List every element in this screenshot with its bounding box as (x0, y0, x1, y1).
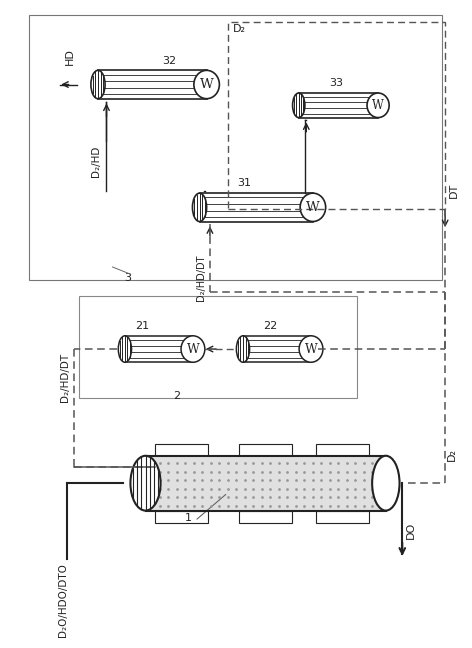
Text: D₂/HD/DT: D₂/HD/DT (60, 353, 70, 402)
Bar (29, 15, 442, 280)
Bar (316, 511, 369, 523)
Text: 3: 3 (124, 273, 131, 283)
Ellipse shape (300, 193, 326, 222)
Bar (299, 93, 378, 117)
Bar (125, 336, 193, 362)
Ellipse shape (236, 336, 250, 362)
Bar (155, 444, 208, 456)
Text: 1: 1 (185, 513, 192, 523)
Bar (243, 336, 311, 362)
Text: 2: 2 (173, 391, 180, 400)
Text: W: W (186, 343, 199, 356)
Ellipse shape (181, 336, 205, 362)
Ellipse shape (372, 456, 399, 511)
Text: DO: DO (406, 522, 416, 539)
Ellipse shape (299, 336, 323, 362)
Text: W: W (304, 343, 317, 356)
Bar (155, 511, 208, 523)
Text: D₂: D₂ (447, 448, 457, 461)
Text: 31: 31 (237, 178, 251, 189)
Ellipse shape (91, 71, 105, 98)
Ellipse shape (193, 193, 207, 222)
Text: W: W (200, 78, 213, 91)
Bar (200, 193, 313, 222)
Text: 22: 22 (263, 321, 277, 331)
Text: 21: 21 (135, 321, 150, 331)
Bar (239, 444, 292, 456)
Text: 32: 32 (162, 56, 176, 65)
Text: 33: 33 (329, 78, 343, 88)
Text: D₂O/HDO/DTO: D₂O/HDO/DTO (58, 564, 67, 638)
Text: HD: HD (65, 48, 75, 65)
Ellipse shape (194, 71, 219, 98)
Ellipse shape (118, 336, 132, 362)
Text: DT: DT (449, 183, 459, 198)
Text: W: W (306, 201, 320, 214)
Text: W: W (372, 98, 384, 112)
Bar (239, 511, 292, 523)
Bar (79, 296, 357, 398)
Bar (98, 71, 207, 98)
Bar (145, 456, 386, 511)
Ellipse shape (367, 93, 389, 117)
Ellipse shape (293, 93, 305, 117)
Text: D₂/HD/DT: D₂/HD/DT (196, 255, 206, 301)
Ellipse shape (130, 456, 160, 511)
Text: D₂/HD: D₂/HD (91, 146, 101, 178)
Bar (316, 444, 369, 456)
Text: D₂: D₂ (233, 24, 245, 34)
Bar (228, 22, 445, 209)
